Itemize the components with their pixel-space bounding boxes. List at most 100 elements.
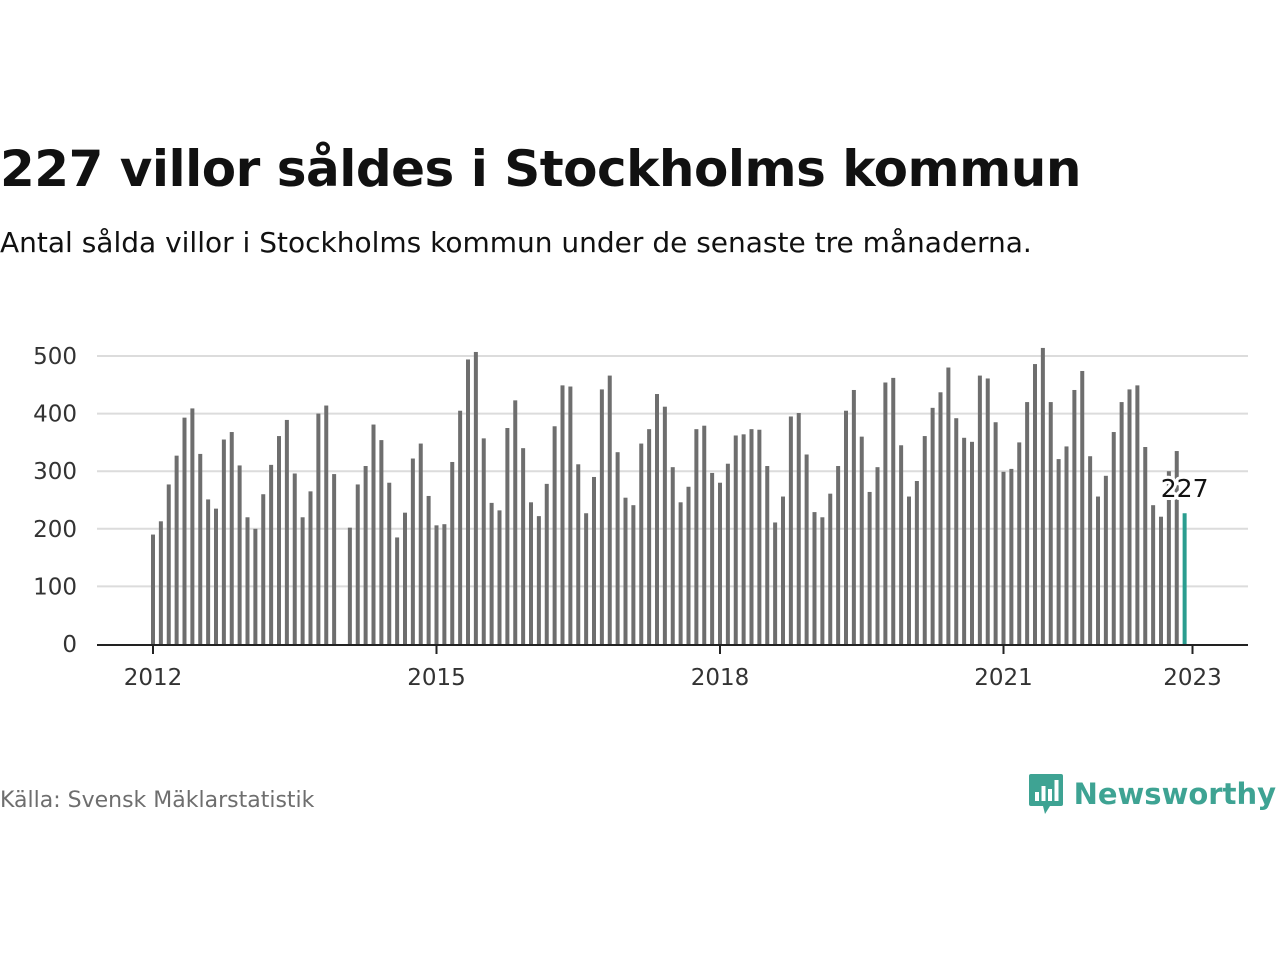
bar <box>529 502 533 644</box>
bar <box>741 434 746 644</box>
bar <box>733 435 738 644</box>
bar <box>836 466 841 644</box>
bar <box>174 455 179 644</box>
bar <box>245 517 250 644</box>
chart-subtitle: Antal sålda villor i Stockholms kommun u… <box>0 226 1032 259</box>
y-tick-label: 100 <box>33 574 77 600</box>
bar <box>442 524 447 644</box>
bar <box>466 359 470 644</box>
bar <box>324 405 329 644</box>
bar <box>977 375 982 644</box>
bar <box>985 378 990 644</box>
bar <box>536 516 541 644</box>
bar <box>544 483 549 644</box>
y-tick-label: 200 <box>33 517 77 543</box>
bar <box>662 406 667 644</box>
brand-logo[interactable]: Newsworthy <box>1028 772 1276 816</box>
bar <box>891 377 896 644</box>
bar <box>725 463 730 644</box>
bar <box>1048 402 1053 644</box>
bar <box>686 486 691 644</box>
bar <box>1064 446 1069 644</box>
bar <box>678 502 683 644</box>
bar <box>1072 389 1077 644</box>
bar <box>655 394 659 644</box>
source-note: Källa: Svensk Mäklarstatistik <box>0 788 315 813</box>
bar <box>458 410 463 644</box>
chart-title: 227 villor såldes i Stockholms kommun <box>0 140 1081 198</box>
bar <box>867 491 872 644</box>
bar <box>993 422 998 644</box>
bar <box>702 425 707 644</box>
bar <box>229 432 234 644</box>
bar <box>883 382 888 644</box>
bar <box>316 413 321 644</box>
bar <box>851 389 856 644</box>
bar <box>489 502 494 644</box>
bar <box>781 496 785 644</box>
bar <box>820 517 825 644</box>
bar <box>568 386 573 644</box>
bar <box>907 496 911 644</box>
bar <box>552 426 557 644</box>
bar <box>379 440 384 644</box>
bar <box>828 493 833 644</box>
bar <box>473 351 478 644</box>
bar <box>859 436 864 644</box>
bar <box>221 439 226 644</box>
bar <box>300 517 305 644</box>
bar <box>308 491 313 644</box>
bar <box>922 436 927 644</box>
bar <box>206 499 211 644</box>
bar <box>1111 432 1116 644</box>
bar <box>1151 505 1156 644</box>
bar <box>277 436 281 644</box>
bar <box>1033 364 1037 644</box>
bar <box>647 429 652 644</box>
bar <box>796 413 801 644</box>
bar <box>670 467 675 644</box>
bar <box>970 441 974 644</box>
bar <box>607 375 612 644</box>
bar <box>773 522 778 644</box>
bar <box>410 458 415 644</box>
bar <box>1166 471 1171 644</box>
bar <box>576 464 581 644</box>
bar <box>938 392 943 644</box>
bar <box>560 385 565 644</box>
bar <box>623 497 628 644</box>
bar <box>1040 347 1045 644</box>
bar <box>347 527 352 644</box>
bar <box>237 465 242 644</box>
y-tick-label: 500 <box>33 344 77 370</box>
bar <box>355 484 360 644</box>
x-tick-label: 2015 <box>407 665 466 691</box>
bar <box>914 480 919 644</box>
bar <box>804 454 809 644</box>
bar <box>749 429 754 644</box>
bar <box>946 367 951 644</box>
bar <box>363 466 368 644</box>
bar <box>450 461 455 644</box>
bar <box>1135 385 1140 644</box>
bar <box>521 448 526 644</box>
bar <box>631 505 636 644</box>
bar <box>694 429 699 644</box>
bar <box>1174 451 1179 644</box>
bar <box>954 418 959 644</box>
bar <box>757 429 762 644</box>
bar-highlight <box>1182 513 1187 644</box>
bar <box>718 482 722 644</box>
bar <box>426 495 431 644</box>
bar <box>158 521 163 644</box>
bar <box>930 407 935 644</box>
bar <box>1025 402 1030 644</box>
bar <box>599 389 604 644</box>
bar <box>639 443 644 644</box>
brand-name: Newsworthy <box>1073 777 1276 811</box>
bar <box>1127 389 1132 644</box>
bar <box>403 512 407 644</box>
bar <box>371 424 376 644</box>
bar <box>592 476 596 644</box>
bar <box>395 537 400 644</box>
